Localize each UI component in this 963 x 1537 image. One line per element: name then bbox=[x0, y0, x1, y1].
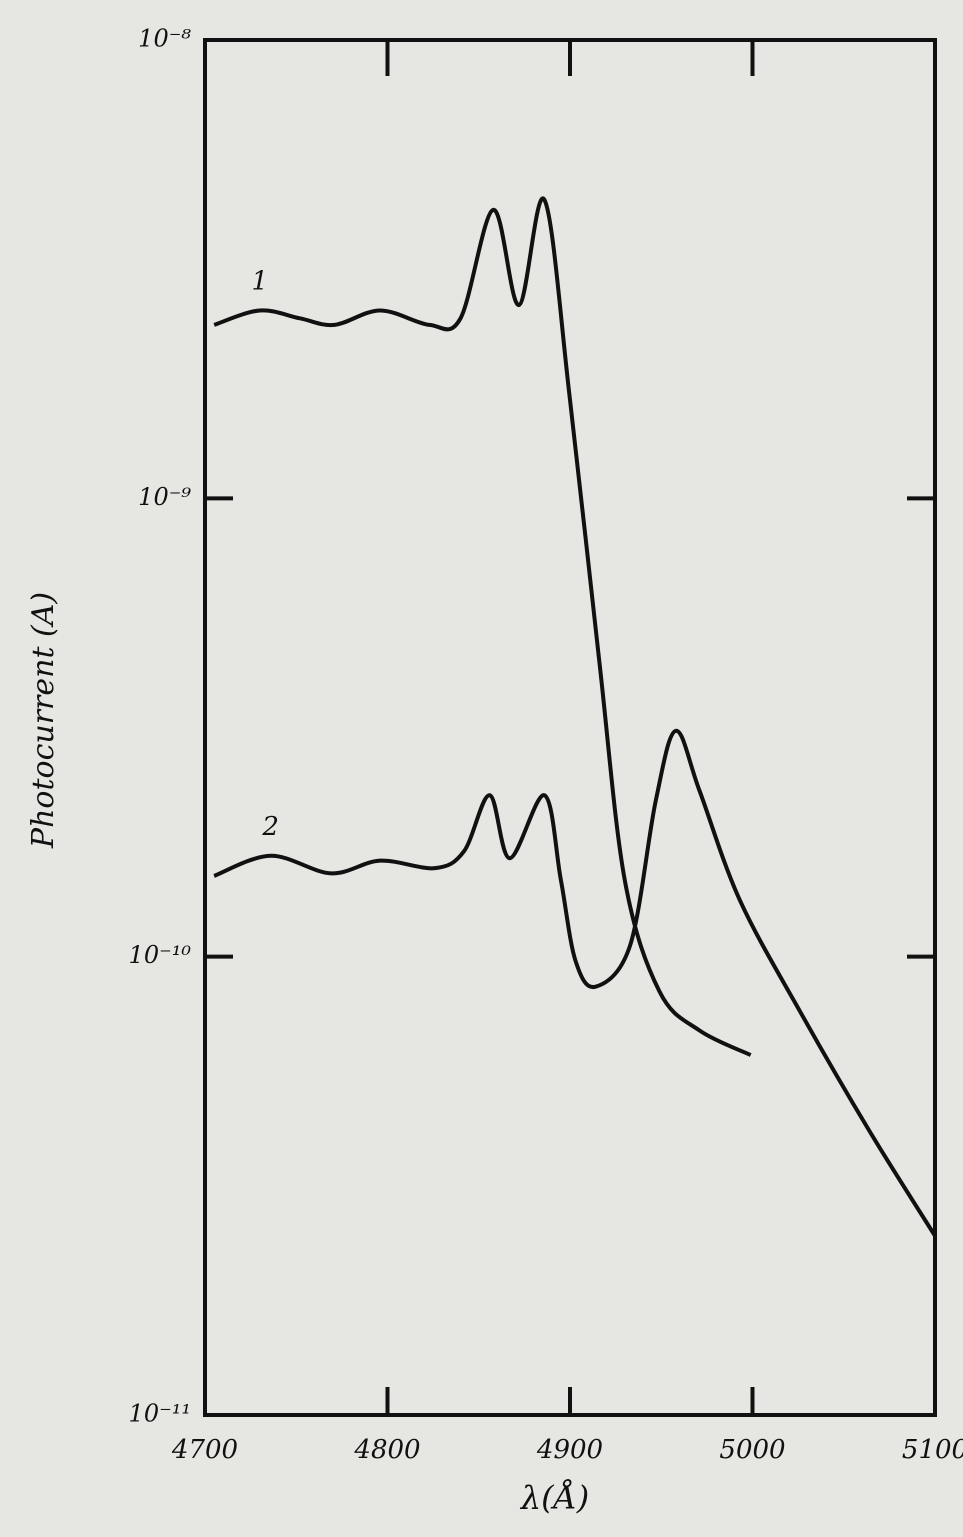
y-tick-label: 10⁻⁸ bbox=[138, 25, 191, 53]
y-axis-label: Photocurrent (A) bbox=[26, 592, 61, 849]
x-tick-label: 4700 bbox=[171, 1435, 238, 1465]
x-tick-label: 5100 bbox=[902, 1435, 963, 1465]
data-line bbox=[213, 196, 752, 1057]
data-line bbox=[213, 728, 937, 1237]
x-tick-label: 4800 bbox=[353, 1435, 420, 1465]
x-tick-label: 4900 bbox=[536, 1435, 603, 1465]
x-tick-label: 5000 bbox=[719, 1435, 785, 1465]
y-tick-label: 10⁻¹¹ bbox=[129, 1400, 191, 1428]
plot-frame bbox=[203, 38, 937, 1417]
y-tick-label: 10⁻⁹ bbox=[138, 483, 191, 511]
series-label: 2 bbox=[261, 812, 279, 842]
x-axis-label: λ(Å) bbox=[519, 1479, 589, 1517]
series-label: 1 bbox=[251, 266, 268, 296]
y-tick-label: 10⁻¹⁰ bbox=[129, 941, 192, 969]
